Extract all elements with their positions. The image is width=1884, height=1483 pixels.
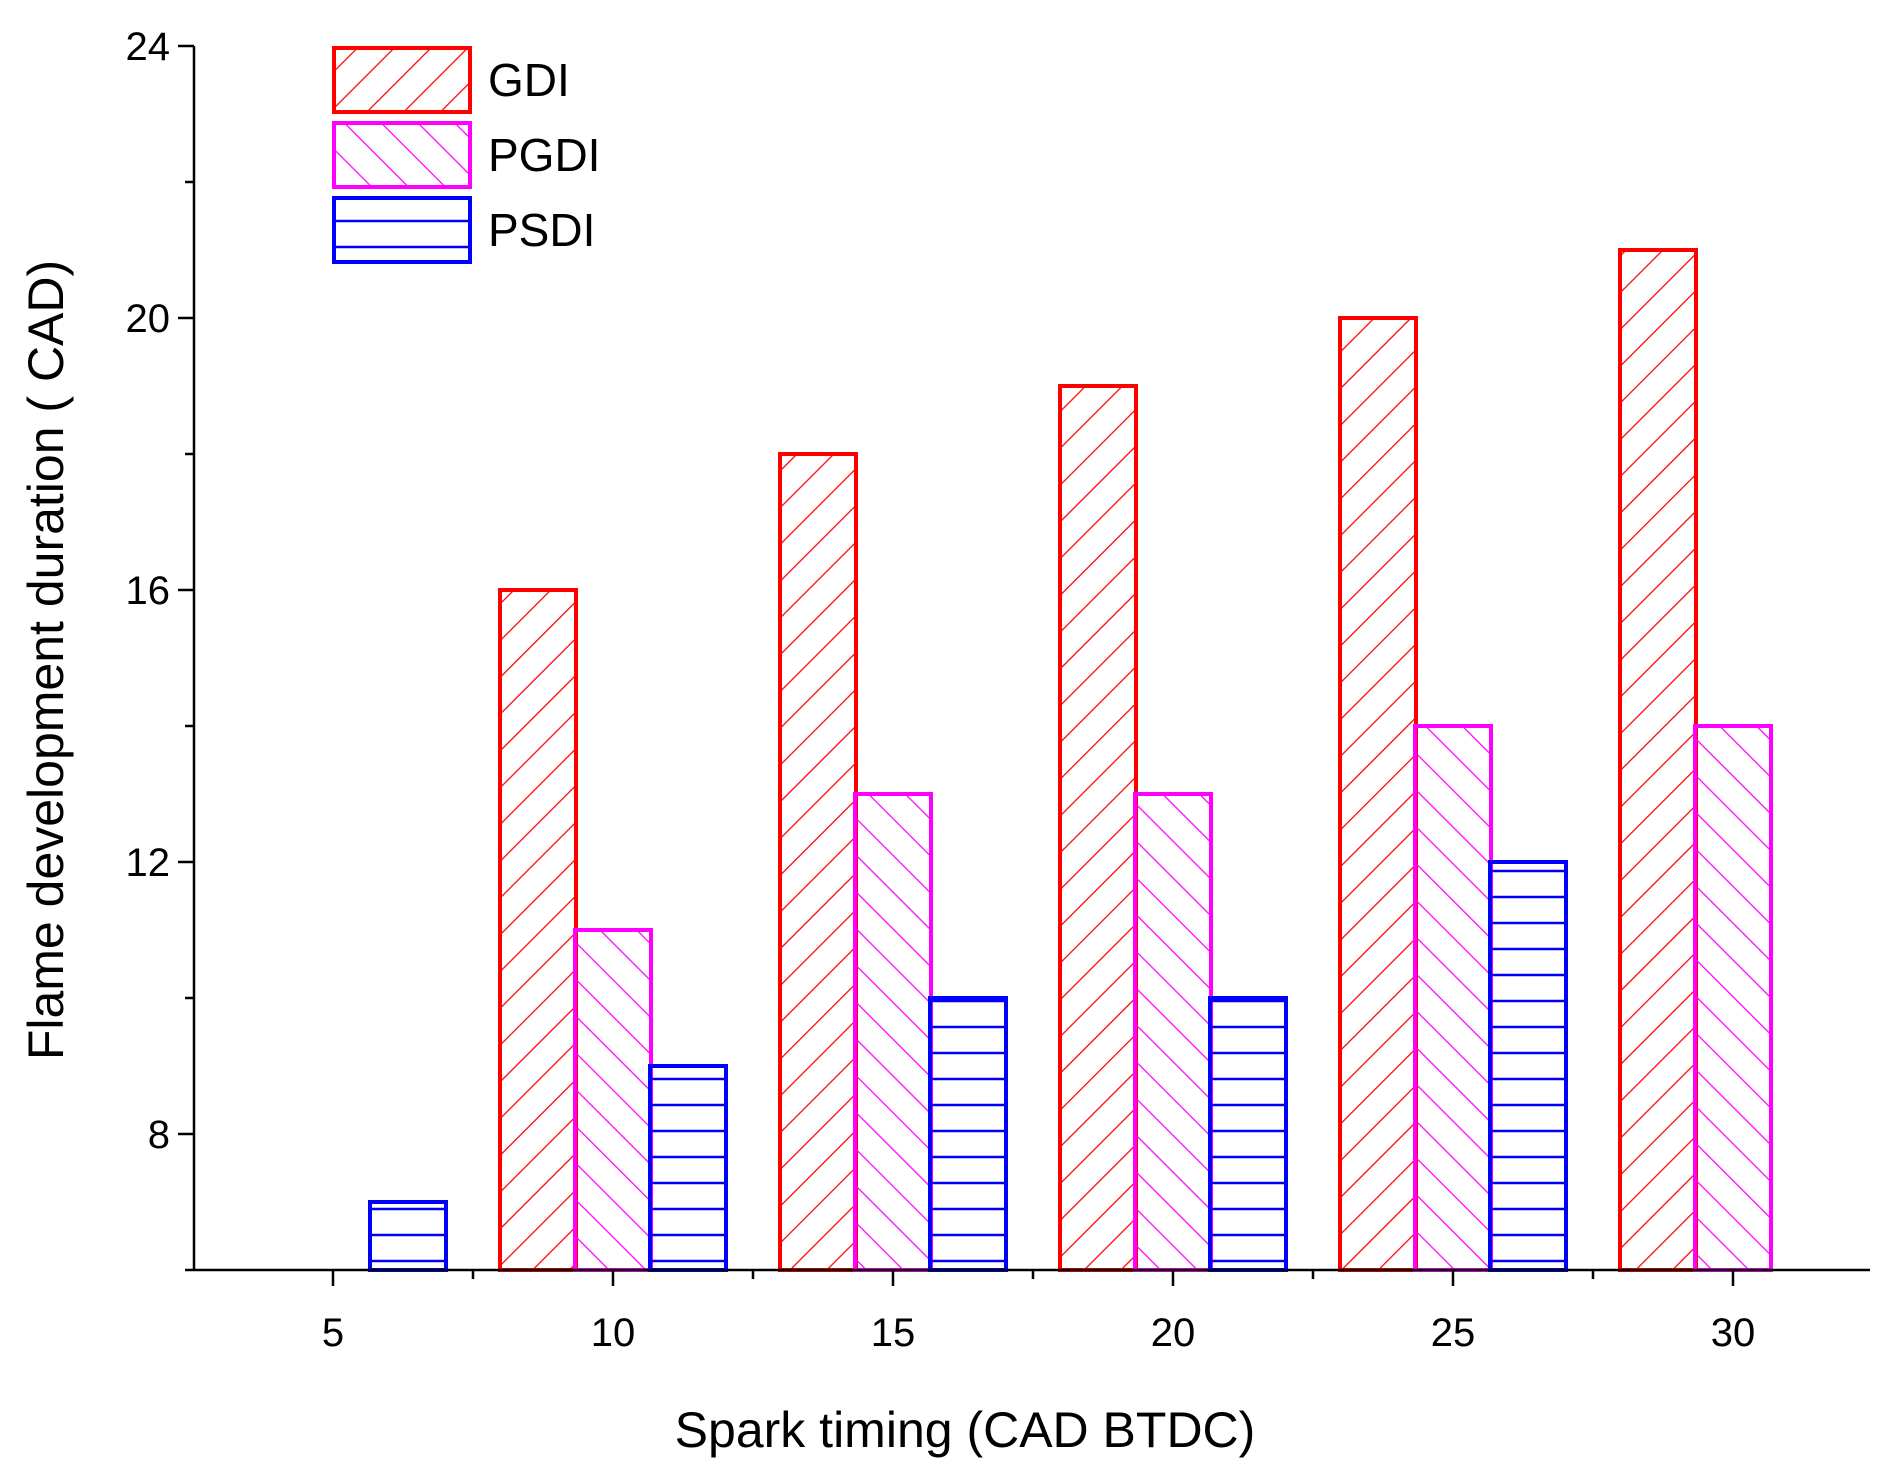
bar-gdi-25 (1338, 316, 1418, 1272)
legend-swatch-gdi (332, 46, 472, 114)
legend-label-gdi: GDI (488, 54, 570, 106)
bar-gdi-15 (778, 452, 858, 1272)
x-tick-label: 10 (591, 1311, 636, 1355)
bar-psdi-10 (648, 1064, 728, 1272)
legend: GDI PGDI PSDI (332, 46, 600, 264)
bar-pgdi-10 (573, 928, 653, 1272)
bar-gdi-30 (1618, 248, 1698, 1272)
bar-psdi-15 (928, 996, 1008, 1272)
y-ticks: 8 12 16 20 24 (126, 25, 194, 1272)
y-tick-label: 24 (126, 25, 171, 69)
x-tick-label: 30 (1711, 1311, 1756, 1355)
bar-psdi-20 (1208, 996, 1288, 1272)
bar-pgdi-15 (853, 792, 933, 1272)
legend-swatch-psdi (332, 196, 472, 264)
legend-label-psdi: PSDI (488, 204, 595, 256)
x-axis-title: Spark timing (CAD BTDC) (675, 1402, 1256, 1458)
x-tick-label: 25 (1431, 1311, 1476, 1355)
x-tick-label: 15 (871, 1311, 916, 1355)
x-tick-label: 5 (322, 1311, 344, 1355)
x-tick-label: 20 (1151, 1311, 1196, 1355)
bar-gdi-10 (498, 588, 578, 1272)
bar-pgdi-30 (1693, 724, 1773, 1272)
legend-swatch-pgdi (332, 121, 472, 189)
bar-gdi-20 (1058, 384, 1138, 1272)
bar-psdi-25 (1488, 860, 1568, 1272)
legend-label-pgdi: PGDI (488, 129, 600, 181)
bar-group (368, 248, 1773, 1272)
bar-psdi-5 (368, 1200, 448, 1272)
bar-pgdi-25 (1413, 724, 1493, 1272)
y-tick-label: 8 (148, 1113, 170, 1157)
y-tick-label: 12 (126, 841, 171, 885)
y-tick-label: 16 (126, 569, 171, 613)
bar-pgdi-20 (1133, 792, 1213, 1272)
y-tick-label: 20 (126, 297, 171, 341)
x-ticks: 5 10 15 20 25 30 (322, 1270, 1755, 1355)
y-axis-title: Flame development duration ( CAD) (18, 260, 74, 1060)
